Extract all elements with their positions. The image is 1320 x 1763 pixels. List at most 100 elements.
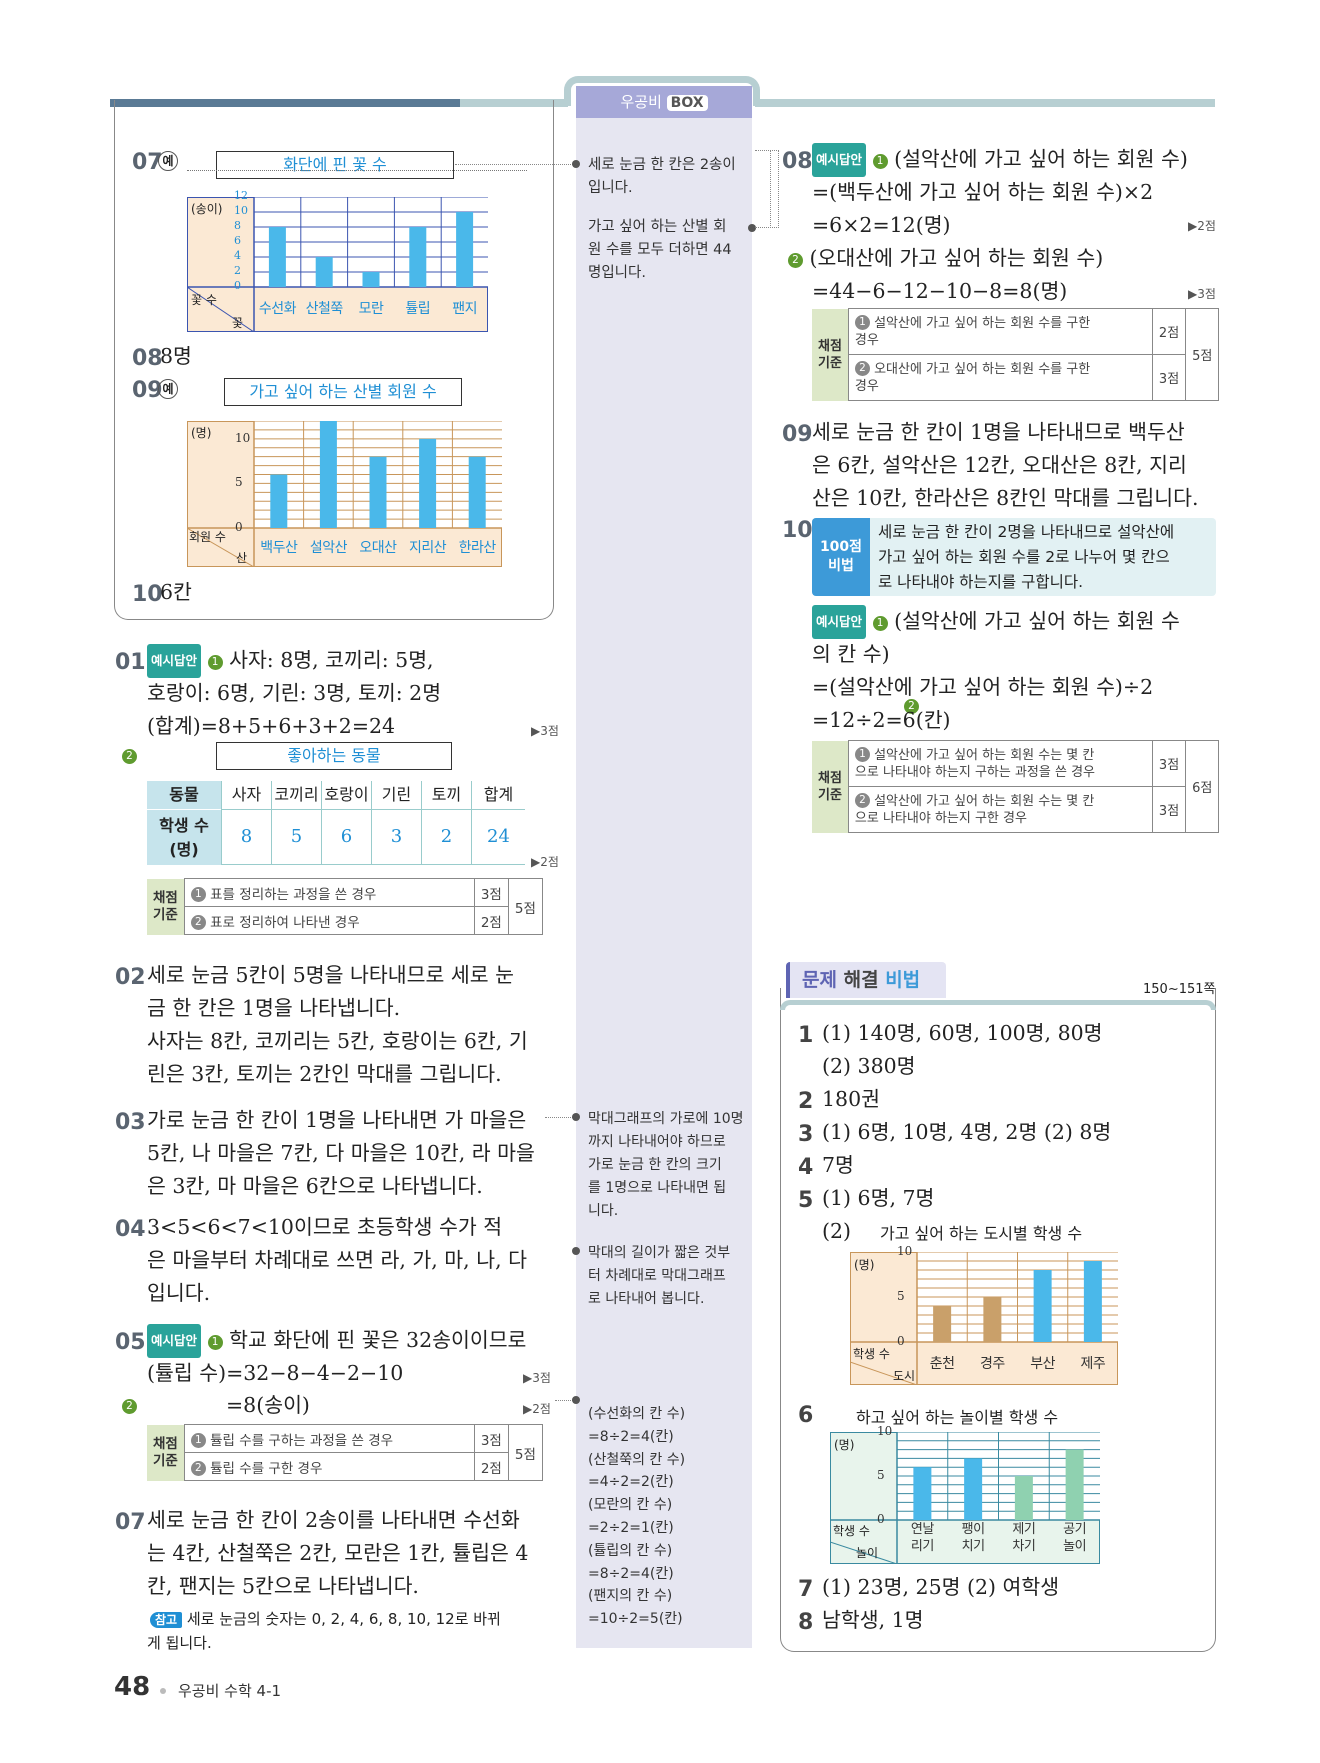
q09-tick-label: 0 (235, 520, 243, 534)
side-note-line: =8÷2=4(칸) (588, 1428, 674, 1445)
table-col-header: 합계 (471, 781, 525, 809)
q04-l2: 은 마을부터 차례대로 쓰면 라, 가, 마, 나, 다 (147, 1248, 527, 1272)
c3-q08-l5: =44−6−12−10−8=8(명) (812, 279, 1068, 303)
table-header-animal: 동물 (147, 781, 221, 809)
a2: 180권 (822, 1087, 880, 1111)
q05-l1: 학교 화단에 핀 꽃은 32송이이므로 (229, 1328, 527, 1352)
tip-box (812, 518, 1216, 596)
c5-title: 가고 싶어 하는 도시별 학생 수 (880, 1224, 1083, 1243)
c5-category-label: 경주 (979, 1356, 1005, 1372)
c3-q08-badge: 예시답안 (812, 143, 867, 177)
q01-pt2: ▶2점 (531, 855, 559, 869)
c5-bar (933, 1306, 952, 1342)
q05-badge: 예시답안 (147, 1324, 202, 1358)
q08-num: 08 (132, 346, 163, 371)
side-note-line: 가고 싶어 하는 산별 회 (588, 219, 727, 235)
animal-table: 동물 학생 수 (명) 사자 8 코끼리 5 호랑이 6 기린 3 토끼 2 합계 24 (147, 781, 525, 865)
q07-num: 07 (132, 150, 163, 175)
q09-ex: 예 (158, 379, 178, 399)
table-cell-value: 5 (271, 810, 321, 864)
side-note: 세로 눈금 한 칸은 2송이 입니다. (588, 154, 736, 200)
q07-ex: 예 (158, 151, 178, 171)
q09-tick-label: 5 (235, 475, 243, 490)
c5-category-label: 부산 (1030, 1356, 1055, 1372)
q08-answer: 8명 (160, 344, 192, 368)
side-note-line: 를 1명으로 나타내면 됩 (588, 1180, 727, 1196)
c5-tick-label: 5 (897, 1289, 905, 1303)
q07b-l1: 세로 눈금 한 칸이 2송이를 나타내면 수선화 (147, 1508, 520, 1532)
q09-chart-title: 가고 싶어 하는 산별 회원 수 (224, 378, 462, 406)
c3-q08-pt1: ▶2점 (1188, 219, 1216, 233)
q02-num: 02 (115, 965, 146, 990)
tip-badge: 100점 비법 (812, 518, 870, 596)
sc-label2: 기준 (153, 906, 178, 923)
q04-l3: 입니다. (147, 1281, 211, 1305)
side-note-line: 입니다. (588, 180, 633, 196)
tip-label1: 100점 (819, 539, 863, 555)
q07-tick-label: 10 (234, 204, 248, 217)
sc-label1: 채점 (818, 338, 842, 354)
table-cell-value: 3 (371, 810, 421, 864)
c3-q08-scoring: 채점 기준 1 설악산에 가고 싶어 하는 회원 수를 구한 경우 2점 5점 2 … (812, 308, 1220, 401)
c3-q10-sct: 6점 (1185, 740, 1220, 833)
q02-l4: 린은 3칸, 토끼는 2칸인 막대를 그립니다. (147, 1062, 502, 1086)
q10-num: 10 (132, 582, 163, 607)
a5a: (1) 6명, 7명 (822, 1186, 935, 1210)
c3-q09-num: 09 (782, 422, 813, 447)
side-note-line: (수선화의 칸 수) (588, 1406, 686, 1422)
c6-tick-label: 10 (877, 1424, 893, 1438)
side-note-line: 로 나타내어 봅니다. (588, 1291, 705, 1307)
c5-xlab: 도시 (893, 1369, 916, 1383)
sc-label1: 채점 (153, 889, 178, 906)
a1a: (1) 140명, 60명, 100명, 80명 (822, 1021, 1103, 1045)
q04-l1: 3<5<6<7<10이므로 초등학생 수가 적 (147, 1215, 503, 1239)
solve-title-a: 문제 (802, 969, 837, 991)
sc-label2: 기준 (818, 355, 842, 371)
c3-q08-l2: =(백두산에 가고 싶어 하는 회원 수)×2 (812, 180, 1154, 204)
a5b: (2) (822, 1219, 852, 1243)
c3-q08-sc2p: 3점 (1151, 354, 1187, 401)
q09-bar (369, 456, 387, 528)
note-l2: 게 됩니다. (147, 1634, 212, 1652)
c3-q08-sc2b: 경우 (854, 378, 879, 394)
c3-q10-l4: =12÷2=6(칸) (812, 708, 951, 732)
q05-l3: =8(송이) (226, 1393, 310, 1417)
box-label: 우공비 (620, 93, 662, 111)
side-note: 막대의 길이가 짧은 것부 터 차례대로 막대그래프 로 나타내어 봅니다. (588, 1242, 730, 1311)
q02-l2: 금 한 칸은 1명을 나타냅니다. (147, 996, 401, 1020)
solve-box (780, 988, 1216, 1652)
c3-q10-sc1p: 3점 (1151, 740, 1187, 787)
q07-category-label: 산철쭉 (305, 301, 344, 317)
q09-unit: (명) (191, 426, 212, 440)
q09-xlab: 산 (236, 551, 248, 565)
table-header-unit: (명) (169, 840, 199, 859)
box-tab: 우공비 BOX (576, 86, 752, 118)
c5-tick-label: 0 (897, 1334, 905, 1348)
side-note-line: 막대의 길이가 짧은 것부 (588, 1245, 731, 1261)
c3-q09-l1: 세로 눈금 한 칸이 1명을 나타내므로 백두산 (812, 420, 1185, 444)
tip-t1: 세로 눈금 한 칸이 2명을 나타내므로 설악산에 (878, 523, 1175, 541)
solve-title: 문제 해결 비법 (786, 962, 946, 998)
q05-sc1: 튤립 수를 구하는 과정을 쓴 경우 (210, 1432, 394, 1449)
c6-bar (964, 1458, 983, 1520)
q07-bar (362, 272, 380, 287)
q07-xlab: 꽃 (232, 316, 244, 330)
side-note-line: =10÷2=5(칸) (588, 1611, 683, 1628)
c3-q10-sc1b: 으로 나타내야 하는지 구하는 과정을 쓴 경우 (854, 764, 1095, 780)
q09-bar (468, 456, 486, 528)
side-column (576, 118, 752, 1648)
c3-q10-sc2p: 3점 (1151, 786, 1187, 833)
q05-sc2p: 2점 (473, 1452, 509, 1481)
a8: 남학생, 1명 (822, 1608, 924, 1632)
table-cell-value: 6 (321, 810, 371, 864)
c3-q08-sc1a: 설악산에 가고 싶어 하는 회원 수를 구한 (874, 315, 1091, 331)
q01-badge: 예시답안 (147, 644, 202, 678)
q01-sc1: 표를 정리하는 과정을 쓴 경우 (210, 886, 377, 903)
a3: (1) 6명, 10명, 4명, 2명 (2) 8명 (822, 1120, 1112, 1144)
a7: (1) 23명, 25명 (2) 여학생 (822, 1575, 1060, 1599)
c3-q10-l1: (설악산에 가고 싶어 하는 회원 수 (894, 609, 1180, 633)
c5-tick-label: 10 (897, 1244, 913, 1258)
tip-t2: 가고 싶어 하는 회원 수를 2로 나누어 몇 칸으 (878, 548, 1170, 566)
c5-bar (983, 1297, 1002, 1342)
